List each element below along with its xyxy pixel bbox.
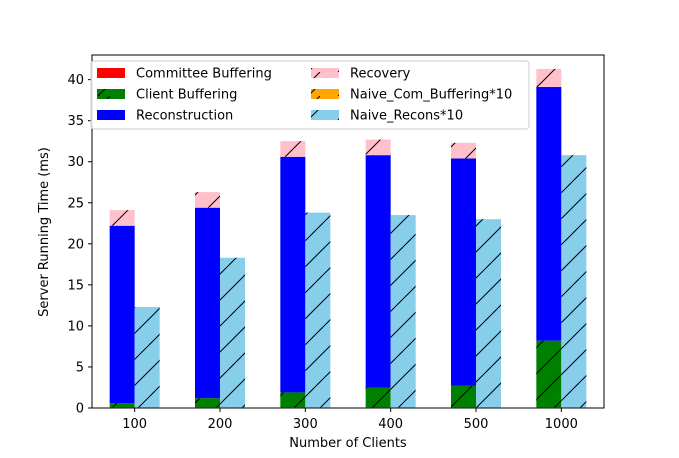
bar-hatch-client-buffering-100 bbox=[109, 403, 135, 408]
legend-swatch-committee-buffering bbox=[97, 68, 125, 78]
bar-hatch-recovery-400 bbox=[365, 139, 391, 156]
y-tick-label-5: 5 bbox=[76, 360, 84, 375]
x-tick-label-100: 100 bbox=[122, 417, 147, 432]
legend-label-committee-buffering: Committee Buffering bbox=[136, 67, 272, 82]
x-tick-label-300: 300 bbox=[293, 417, 318, 432]
bar-reconstruction-300 bbox=[280, 156, 306, 393]
x-tick-label-500: 500 bbox=[464, 417, 489, 432]
y-tick-label-35: 35 bbox=[67, 114, 84, 129]
legend-hatch-naive-com-buffering-10 bbox=[311, 89, 339, 99]
x-axis-label: Number of Clients bbox=[289, 436, 407, 451]
bar-reconstruction-400 bbox=[365, 155, 391, 388]
axes-layer: 100 200 300 400 500 1000 0 5 10 15 20 25 30 35 40 bbox=[67, 54, 605, 432]
bar-hatch-naive-recons-10-500 bbox=[476, 219, 501, 408]
legend-label-recovery: Recovery bbox=[350, 67, 411, 82]
bars-layer bbox=[109, 68, 587, 408]
legend-label-reconstruction: Reconstruction bbox=[136, 109, 233, 124]
bar-hatch-recovery-100 bbox=[109, 210, 135, 226]
legend-hatch-recovery bbox=[311, 68, 339, 78]
y-tick-label-25: 25 bbox=[67, 196, 84, 211]
legend-hatch-client-buffering bbox=[97, 89, 125, 99]
legend-label-naive-recons-10: Naive_Recons*10 bbox=[350, 109, 463, 124]
y-tick-label-10: 10 bbox=[67, 319, 84, 334]
legend-swatch-reconstruction bbox=[97, 110, 125, 120]
y-tick-label-15: 15 bbox=[67, 278, 84, 293]
bar-hatch-client-buffering-500 bbox=[451, 385, 476, 408]
y-tick-label-0: 0 bbox=[76, 402, 84, 417]
bar-hatch-recovery-500 bbox=[451, 142, 476, 159]
legend-label-client-buffering: Client Buffering bbox=[136, 88, 237, 103]
bar-hatch-naive-recons-10-200 bbox=[220, 257, 245, 408]
x-tick-label-1000: 1000 bbox=[545, 417, 578, 432]
bar-hatch-naive-recons-10-100 bbox=[134, 307, 160, 408]
legend-hatch-naive-recons-10 bbox=[311, 110, 339, 120]
bar-hatch-client-buffering-200 bbox=[195, 398, 220, 408]
bar-hatch-naive-recons-10-400 bbox=[390, 215, 416, 408]
legend-box bbox=[90, 60, 530, 130]
bar-reconstruction-500 bbox=[451, 158, 476, 386]
bar-hatch-recovery-200 bbox=[195, 192, 220, 208]
bar-hatch-naive-recons-10-1000 bbox=[561, 155, 587, 408]
bar-reconstruction-200 bbox=[195, 207, 220, 399]
y-tick-label-40: 40 bbox=[67, 73, 84, 88]
plot-frame bbox=[91, 54, 605, 409]
y-tick-label-30: 30 bbox=[67, 155, 84, 170]
bar-hatch-client-buffering-1000 bbox=[536, 340, 562, 408]
bar-reconstruction-1000 bbox=[536, 87, 562, 341]
bar-reconstruction-100 bbox=[109, 225, 135, 404]
y-tick-label-20: 20 bbox=[67, 237, 84, 252]
legend-label-naive-com-buffering-10: Naive_Com_Buffering*10 bbox=[350, 88, 512, 103]
bar-hatch-naive-recons-10-300 bbox=[305, 212, 331, 408]
bar-hatch-recovery-1000 bbox=[536, 68, 562, 88]
bar-hatch-client-buffering-400 bbox=[365, 387, 391, 408]
bar-hatch-client-buffering-300 bbox=[280, 392, 306, 408]
legend: Committee Buffering Client Buffering Recon… bbox=[90, 60, 530, 130]
x-tick-label-200: 200 bbox=[208, 417, 233, 432]
y-axis-label: Server Running Time (ms) bbox=[37, 147, 52, 317]
x-tick-label-400: 400 bbox=[378, 417, 403, 432]
bar-hatch-recovery-300 bbox=[280, 141, 306, 157]
